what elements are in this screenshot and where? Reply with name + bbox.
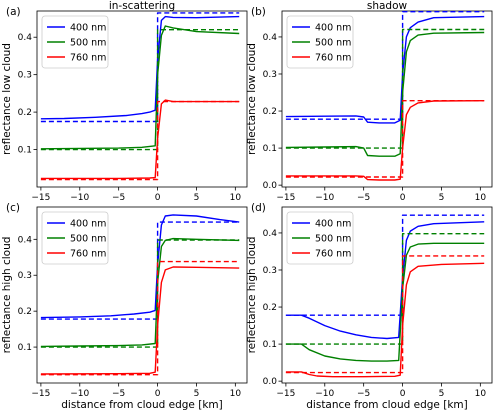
series-500-nm-reference: [285, 28, 485, 149]
x-tick-label: 10: [475, 193, 487, 203]
series-400-nm-model: [40, 15, 240, 120]
y-tick-label: 0.4: [18, 235, 33, 245]
series-400-nm-reference: [285, 214, 485, 316]
panel-c: −15 −10 −5 0 5 10 0.1 0.2 0.3 0.4 reflectance high…: [1, 202, 248, 411]
x-tick-label: 5: [439, 193, 445, 203]
x-tick-label: 10: [230, 193, 242, 203]
x-tick-label: 10: [230, 389, 242, 399]
y-tick-label: 0.3: [263, 70, 277, 80]
legend: 400 nm 500 nm 760 nm: [286, 15, 354, 69]
x-tick-label: 0: [155, 389, 161, 399]
series-760-nm-model: [285, 100, 485, 181]
y-tick-label: 0.4: [263, 229, 278, 239]
legend-label: 400 nm: [315, 23, 351, 34]
x-tick-label: 0: [400, 389, 406, 399]
series-760-nm-reference: [285, 99, 485, 178]
x-tick-label: 5: [439, 389, 445, 399]
series-760-nm-reference: [40, 100, 240, 181]
panel-d: −15 −10 −5 0 5 10 0.0 0.1 0.2 0.3 0.4 reflectance h…: [246, 202, 493, 411]
x-tick-label: −10: [315, 389, 334, 399]
series-500-nm-reference: [40, 239, 240, 348]
legend-label: 500 nm: [70, 234, 106, 245]
series-760-nm-reference: [40, 260, 240, 376]
legend-label: 400 nm: [70, 23, 106, 34]
panel-label: (c): [6, 202, 20, 214]
y-tick-label: 0.1: [18, 146, 32, 156]
panel-title: shadow: [367, 0, 408, 12]
panel-label: (b): [251, 6, 266, 18]
legend-label: 760 nm: [70, 53, 106, 64]
legend-label: 500 nm: [70, 38, 106, 49]
y-tick-label: 0.3: [263, 266, 277, 276]
legend-label: 760 nm: [315, 249, 351, 260]
legend-label: 400 nm: [315, 219, 351, 230]
legend: 400 nm 500 nm 760 nm: [41, 211, 109, 265]
y-tick-label: 0.2: [263, 303, 277, 313]
legend-box: [41, 211, 109, 265]
series-760-nm-model: [40, 266, 240, 375]
y-axis-label: reflectance low cloud: [1, 43, 13, 155]
y-tick-label: 0.0: [263, 181, 278, 191]
series-500-nm-model: [285, 31, 485, 157]
x-tick-label: −15: [31, 389, 50, 399]
series-760-nm-model: [40, 99, 240, 180]
x-tick-label: 0: [155, 193, 161, 203]
x-tick-label: 5: [194, 389, 200, 399]
x-tick-label: −5: [357, 193, 370, 203]
panel-label: (d): [251, 202, 266, 214]
panel-label: (a): [6, 6, 21, 18]
y-axis-label: reflectance high cloud: [1, 237, 13, 354]
x-tick-label: −15: [276, 193, 295, 203]
y-axis-label: reflectance low cloud: [246, 43, 258, 155]
x-tick-label: 10: [475, 389, 487, 399]
y-tick-label: 0.4: [18, 33, 33, 43]
series-500-nm-model: [285, 242, 485, 362]
y-tick-label: 0.0: [263, 377, 278, 387]
series-400-nm-reference: [40, 12, 240, 123]
x-tick-label: −5: [112, 193, 125, 203]
x-tick-label: −10: [70, 389, 89, 399]
series-400-nm-reference: [40, 221, 240, 320]
y-tick-label: 0.2: [263, 107, 277, 117]
series-500-nm-reference: [40, 29, 240, 151]
legend: 400 nm 500 nm 760 nm: [286, 211, 354, 265]
legend-label: 760 nm: [70, 249, 106, 260]
panel-title: in-scattering: [109, 0, 175, 12]
y-tick-label: 0.1: [263, 144, 277, 154]
x-tick-label: −15: [31, 193, 50, 203]
legend-box: [286, 211, 354, 265]
y-tick-label: 0.3: [18, 71, 32, 81]
legend: 400 nm 500 nm 760 nm: [41, 15, 109, 69]
x-tick-label: −5: [357, 389, 370, 399]
series-760-nm-model: [285, 262, 485, 378]
x-tick-label: 5: [194, 193, 200, 203]
series-400-nm-model: [285, 15, 485, 124]
y-tick-label: 0.3: [18, 271, 32, 281]
legend-label: 500 nm: [315, 38, 351, 49]
panel-b: −15 −10 −5 0 5 10 0.0 0.1 0.2 0.3 0.4 reflectance l…: [246, 0, 493, 203]
y-axis-label: reflectance high cloud: [246, 237, 258, 354]
legend-box: [41, 15, 109, 69]
legend-label: 400 nm: [70, 219, 106, 230]
x-tick-label: −15: [276, 389, 295, 399]
y-tick-label: 0.4: [263, 33, 278, 43]
legend-label: 500 nm: [315, 234, 351, 245]
series-400-nm-reference: [285, 10, 485, 120]
x-axis-label: distance from cloud edge [km]: [306, 399, 467, 411]
series-760-nm-reference: [285, 255, 485, 374]
legend-label: 760 nm: [315, 53, 351, 64]
legend-box: [286, 15, 354, 69]
series-400-nm-model: [285, 221, 485, 340]
x-tick-label: −10: [315, 193, 334, 203]
x-tick-label: −10: [70, 193, 89, 203]
x-tick-label: 0: [400, 193, 406, 203]
panel-a: −15 −10 −5 0 5 10 0.1 0.2 0.3 0.4 reflectance low …: [1, 0, 248, 203]
y-tick-label: 0.1: [18, 343, 32, 353]
y-tick-label: 0.2: [18, 108, 32, 118]
y-tick-label: 0.1: [263, 340, 277, 350]
x-tick-label: −5: [112, 389, 125, 399]
y-tick-label: 0.2: [18, 307, 32, 317]
x-axis-label: distance from cloud edge [km]: [61, 399, 222, 411]
